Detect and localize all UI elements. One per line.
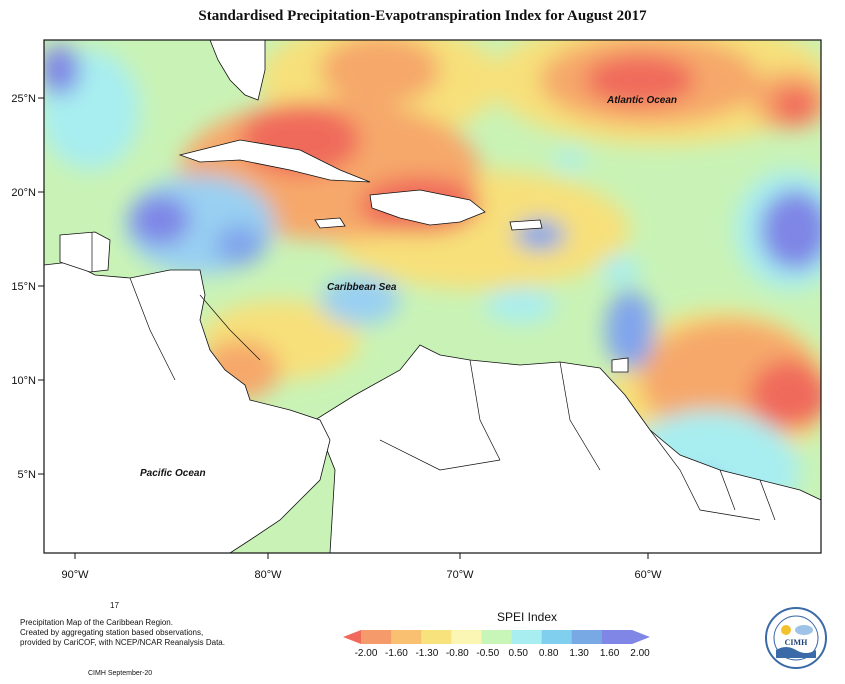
legend-swatch: [361, 630, 392, 644]
lon-label: 90°W: [61, 569, 89, 581]
caribbean-sea-label: Caribbean Sea: [327, 282, 397, 293]
legend-tick-label: 0.50: [508, 648, 528, 659]
pacific-ocean-label: Pacific Ocean: [140, 468, 206, 479]
borders: [91, 232, 776, 521]
lat-labels: 25°N 20°N 15°N 10°N 5°N: [11, 93, 36, 481]
footer-credit: CIMH September-20: [88, 670, 153, 677]
legend-tick-label: -0.50: [476, 648, 500, 659]
legend-swatch: [451, 630, 482, 644]
legend-tick-label: -0.80: [445, 648, 469, 659]
lon-labels: 90°W 80°W 70°W 60°W: [61, 569, 662, 581]
logo-text: CIMH: [785, 638, 808, 647]
legend-swatch: [391, 630, 422, 644]
footer-number: 17: [110, 601, 119, 610]
legend-swatch: [541, 630, 573, 644]
atlantic-ocean-label: Atlantic Ocean: [606, 95, 677, 106]
legend-tick-label: 1.60: [599, 648, 620, 659]
lat-label: 20°N: [11, 187, 36, 199]
legend-tick-label: -1.30: [415, 648, 439, 659]
legend-tick-label: 1.30: [569, 648, 589, 659]
legend-tick-label: 0.80: [538, 648, 559, 659]
legend-swatch: [571, 630, 603, 644]
lat-label: 25°N: [11, 93, 36, 105]
legend-swatch: [481, 630, 513, 644]
legend-swatch: [632, 630, 650, 644]
footer-line-3: provided by CariCOF, with NCEP/NCAR Rean…: [20, 638, 225, 647]
legend-tick-label: -2.00: [354, 648, 378, 659]
cimh-logo: CIMH: [765, 607, 827, 669]
lat-label: 5°N: [18, 469, 37, 481]
legend-tick-label: -1.60: [385, 648, 408, 659]
legend-swatch: [601, 630, 633, 644]
lon-label: 60°W: [634, 569, 662, 581]
legend-tick-label: 2.00: [630, 648, 650, 659]
lon-label: 70°W: [446, 569, 474, 581]
legend-swatch: [511, 630, 543, 644]
lon-label: 80°W: [254, 569, 282, 581]
footer-line-1: Precipitation Map of the Caribbean Regio…: [20, 618, 173, 627]
lat-label: 15°N: [11, 281, 36, 293]
legend-title: SPEI Index: [496, 610, 558, 624]
legend-swatch: [343, 630, 361, 644]
map-title: Standardised Precipitation-Evapotranspir…: [198, 8, 647, 24]
land: [44, 40, 821, 553]
lat-ticks: [38, 97, 649, 559]
legend-colorbar: [343, 630, 650, 644]
footer-line-2: Created by aggregating station based obs…: [20, 628, 204, 637]
legend-swatch: [421, 630, 452, 644]
lat-label: 10°N: [11, 375, 36, 387]
